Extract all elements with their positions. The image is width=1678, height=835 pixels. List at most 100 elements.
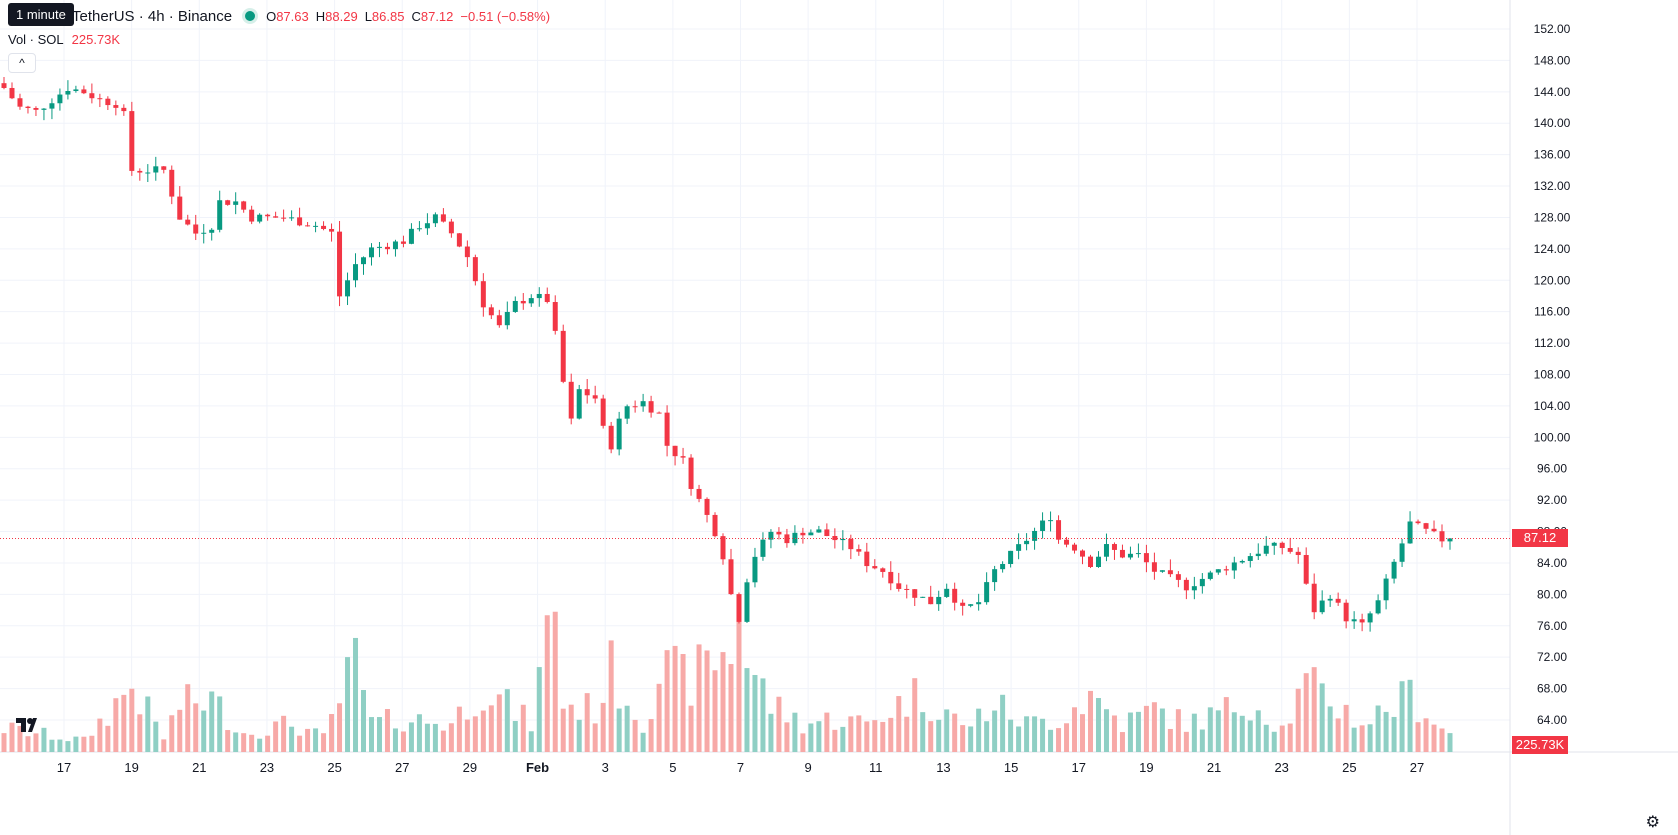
candle-body bbox=[1095, 556, 1101, 568]
candle-body bbox=[792, 532, 798, 544]
candle-body bbox=[1103, 544, 1109, 557]
volume-bar bbox=[464, 719, 470, 752]
volume-bar bbox=[904, 716, 910, 752]
candle-body bbox=[145, 172, 151, 174]
volume-bar bbox=[376, 717, 382, 752]
candle-body bbox=[105, 98, 111, 106]
candle-body bbox=[1279, 542, 1285, 549]
tradingview-logo-icon[interactable] bbox=[14, 714, 42, 736]
volume-bar bbox=[1407, 679, 1413, 752]
volume-bar bbox=[1319, 683, 1325, 752]
volume-bar bbox=[1359, 725, 1365, 752]
volume-value: 225.73K bbox=[71, 32, 121, 47]
volume-bar bbox=[337, 703, 343, 752]
candle-body bbox=[368, 247, 374, 258]
volume-bar bbox=[1143, 705, 1149, 752]
candle-body bbox=[712, 514, 718, 537]
candle-body bbox=[616, 418, 622, 450]
volume-bar bbox=[648, 719, 654, 752]
volume-bar bbox=[281, 715, 287, 752]
candle-body bbox=[281, 217, 287, 219]
volume-bar bbox=[73, 736, 79, 752]
y-tick-label: 92.00 bbox=[1537, 493, 1567, 507]
volume-bar bbox=[584, 693, 590, 752]
volume-bar bbox=[1279, 725, 1285, 752]
candle-body bbox=[313, 225, 319, 227]
volume-bar bbox=[1327, 706, 1333, 752]
volume-bar bbox=[217, 696, 223, 752]
candle-body bbox=[824, 529, 830, 537]
volume-bar bbox=[1247, 720, 1253, 752]
volume-bar bbox=[488, 705, 494, 752]
volume-bar bbox=[1367, 724, 1373, 752]
y-tick-label: 64.00 bbox=[1537, 713, 1567, 727]
volume-bar bbox=[520, 704, 526, 752]
candle-body bbox=[1247, 556, 1253, 561]
volume-bar bbox=[1000, 694, 1006, 752]
candle-body bbox=[632, 406, 638, 408]
candle-body bbox=[1191, 586, 1197, 591]
candle-body bbox=[201, 232, 207, 234]
candle-body bbox=[424, 223, 430, 229]
y-tick-label: 76.00 bbox=[1537, 619, 1567, 633]
candle-body bbox=[816, 529, 822, 533]
candle-body bbox=[808, 532, 814, 536]
volume-bar bbox=[368, 717, 374, 752]
y-tick-label: 112.00 bbox=[1534, 336, 1570, 350]
candle-body bbox=[480, 281, 486, 308]
volume-bar bbox=[1343, 704, 1349, 752]
candle-body bbox=[992, 569, 998, 583]
candle-body bbox=[800, 532, 806, 536]
x-tick-label: 29 bbox=[463, 760, 477, 775]
volume-bar bbox=[1423, 718, 1429, 752]
volume-bar bbox=[592, 723, 598, 752]
candle-body bbox=[1151, 562, 1157, 572]
volume-bar bbox=[984, 721, 990, 752]
candle-body bbox=[265, 214, 271, 217]
candle-body bbox=[912, 589, 918, 598]
volume-bar bbox=[536, 667, 542, 752]
candle-body bbox=[1207, 572, 1213, 579]
gear-icon[interactable]: ⚙ bbox=[1645, 814, 1660, 831]
x-tick-label: 13 bbox=[936, 760, 950, 775]
volume-bar bbox=[968, 726, 974, 752]
candle-body bbox=[1295, 551, 1301, 556]
volume-bar bbox=[632, 719, 638, 752]
volume-bar bbox=[1263, 724, 1269, 752]
candle-body bbox=[25, 106, 31, 109]
candle-body bbox=[1175, 574, 1181, 580]
y-tick-label: 140.00 bbox=[1534, 116, 1571, 130]
volume-bar bbox=[1239, 715, 1245, 752]
volume-bar bbox=[289, 726, 295, 752]
candle-body bbox=[1407, 521, 1413, 544]
candle-body bbox=[1072, 544, 1078, 551]
volume-bar bbox=[1271, 731, 1277, 752]
volume-bar bbox=[9, 722, 15, 752]
symbol-title[interactable]: TetherUS · 4h · Binance bbox=[72, 7, 233, 25]
volume-bar bbox=[792, 712, 798, 752]
collapse-legend-button[interactable]: ^ bbox=[8, 53, 36, 73]
volume-bar bbox=[161, 739, 167, 752]
candle-body bbox=[1127, 553, 1133, 558]
candle-body bbox=[408, 228, 414, 244]
volume-bar bbox=[544, 615, 550, 752]
volume-bar bbox=[680, 654, 686, 752]
candle-body bbox=[249, 209, 255, 222]
volume-bar bbox=[233, 732, 239, 752]
candle-body bbox=[1311, 583, 1317, 613]
volume-bar bbox=[864, 721, 870, 752]
candle-body bbox=[1239, 560, 1245, 563]
volume-bar bbox=[712, 670, 718, 752]
candle-body bbox=[968, 604, 974, 606]
candle-body bbox=[520, 300, 526, 304]
candle-body bbox=[89, 93, 95, 99]
candle-body bbox=[289, 217, 295, 219]
candle-body bbox=[185, 219, 191, 225]
candle-body bbox=[1255, 553, 1261, 557]
candle-body bbox=[1135, 553, 1141, 555]
candle-body bbox=[161, 166, 167, 170]
volume-bar bbox=[432, 723, 438, 752]
candle-body bbox=[776, 531, 782, 535]
candle-body bbox=[1143, 553, 1149, 563]
